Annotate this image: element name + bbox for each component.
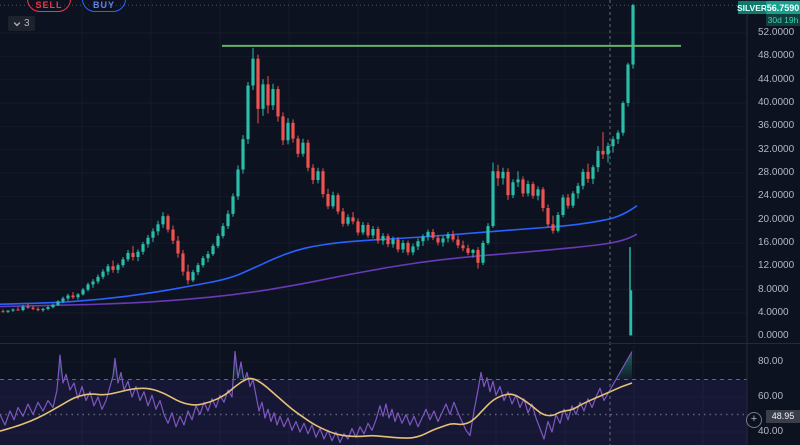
price-axis-label: 16.0000 xyxy=(758,236,795,248)
plus-icon: + xyxy=(750,413,758,425)
add-order-button[interactable]: + xyxy=(746,412,762,428)
price-axis-label: 0.0000 xyxy=(758,330,789,342)
rsi-axis-label: 60.00 xyxy=(758,391,784,402)
symbol-label: SILVER xyxy=(736,1,768,14)
price-axis-label: 44.0000 xyxy=(758,73,795,85)
price-axis-label: 20.0000 xyxy=(758,213,795,225)
price-axis-label: 8.0000 xyxy=(758,283,789,295)
rsi-panel xyxy=(0,350,747,444)
price-axis-label: 32.0000 xyxy=(758,143,795,155)
rsi-line xyxy=(0,350,633,444)
buy-button[interactable]: BUY xyxy=(82,0,126,12)
price-axis-label: 12.0000 xyxy=(758,260,795,272)
grid-layer xyxy=(81,0,704,445)
rsi-ma-line xyxy=(0,377,633,439)
rsi-axis-label: 80.00 xyxy=(758,356,784,367)
drawings-count-value: 3 xyxy=(24,18,30,29)
glitch-bar xyxy=(629,247,633,336)
rsi-axis-label: 40.00 xyxy=(758,426,784,437)
rsi-value-label: 48.95 xyxy=(766,409,800,423)
bar-countdown: 30d 19h xyxy=(766,14,800,26)
price-axis-label: 40.0000 xyxy=(758,96,795,108)
price-axis-label: 36.0000 xyxy=(758,120,795,132)
price-axis-label: 48.0000 xyxy=(758,50,795,62)
main-panel xyxy=(0,3,747,336)
price-axis-label: 28.0000 xyxy=(758,166,795,178)
chevron-down-icon xyxy=(13,21,21,26)
drawings-count-chip[interactable]: 3 xyxy=(8,16,35,31)
sell-button[interactable]: SELL xyxy=(27,0,71,12)
price-axis-label: 4.0000 xyxy=(758,306,789,318)
last-price-label: 56.7590 xyxy=(766,1,800,14)
candles-layer xyxy=(1,3,635,313)
ma-fast-line xyxy=(0,205,638,305)
ma-slow-line xyxy=(0,233,638,308)
price-axis-label: 24.0000 xyxy=(758,190,795,202)
price-axis-label: 52.0000 xyxy=(758,27,795,38)
